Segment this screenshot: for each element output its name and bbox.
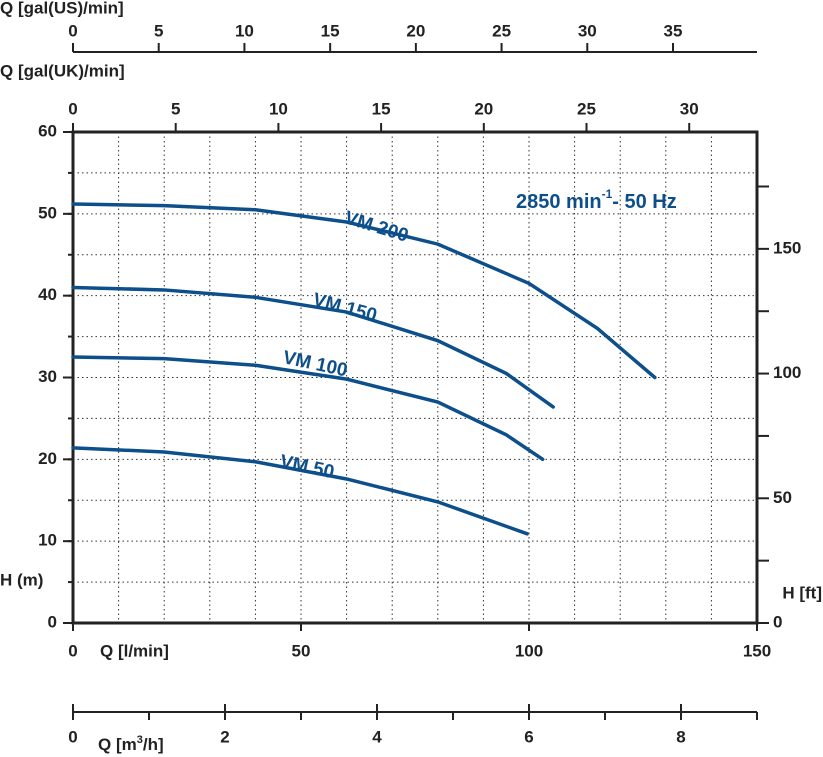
bottom-tick-label: 4 [372, 727, 382, 746]
y-tick-label: 10 [38, 531, 57, 550]
curve [71, 285, 555, 409]
plot-frame [71, 130, 759, 625]
top-tick-label: 25 [492, 21, 511, 40]
curve-label: VM 50 [278, 451, 336, 483]
curve [71, 202, 657, 380]
top-tick-label: 5 [154, 21, 163, 40]
top-tick-label: 20 [406, 21, 425, 40]
top-tick-label: 35 [664, 21, 683, 40]
curve [71, 355, 545, 462]
y-tick-label: 20 [38, 449, 57, 468]
x-tick-label: 0 [68, 641, 77, 660]
top-tick-label: 0 [68, 21, 77, 40]
top-tick-label: 0 [68, 99, 77, 118]
curve-label: VM 200 [342, 207, 411, 246]
top-tick-label: 15 [372, 99, 391, 118]
bottom-axis-label: Q [m3/h] [98, 734, 164, 755]
x-tick-label: 50 [292, 641, 311, 660]
bottom-tick-label: 6 [524, 727, 533, 746]
top-tick-label: 25 [577, 99, 596, 118]
y-tick-label: 0 [48, 612, 57, 631]
y2-axis-label: H [ft] [782, 583, 822, 602]
curve-label: VM 150 [310, 289, 379, 326]
x-axis-label: Q [l/min] [100, 641, 169, 660]
y2-tick-label: 50 [773, 488, 792, 507]
y2-tick-label: 100 [773, 363, 801, 382]
annotation: 2850 min-1- 50 Hz [516, 187, 677, 213]
top-tick-label: 5 [171, 99, 180, 118]
top-tick-label: 10 [235, 21, 254, 40]
top-axis-label: Q [gal(US)/min] [0, 0, 124, 17]
top-tick-label: 10 [269, 99, 288, 118]
y-tick-label: 50 [38, 203, 57, 222]
y2-tick-label: 0 [773, 612, 782, 631]
top-tick-label: 15 [321, 21, 340, 40]
curve-label: VM 100 [281, 347, 349, 381]
y-tick-label: 60 [38, 121, 57, 140]
top-tick-label: 30 [680, 99, 699, 118]
y2-tick-label: 150 [773, 238, 801, 257]
y-tick-label: 40 [38, 285, 57, 304]
y-axis-label: H (m) [0, 570, 43, 589]
top-tick-label: 20 [474, 99, 493, 118]
bottom-tick-label: 8 [676, 727, 685, 746]
top-tick-label: 30 [578, 21, 597, 40]
curve [71, 446, 529, 536]
bottom-tick-label: 0 [68, 727, 77, 746]
bottom-tick-label: 2 [220, 727, 229, 746]
x-tick-label: 150 [743, 641, 771, 660]
x-tick-label: 100 [515, 641, 543, 660]
y-tick-label: 30 [38, 367, 57, 386]
top-axis-label: Q [gal(UK)/min] [0, 61, 125, 80]
